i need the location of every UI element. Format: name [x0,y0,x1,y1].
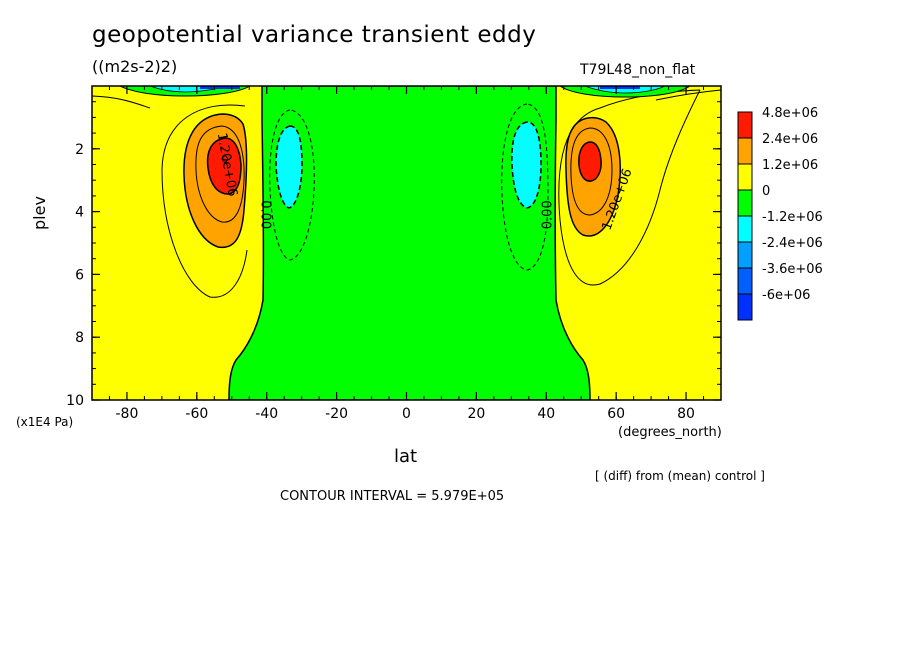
thin-contour-right-outer [558,89,701,286]
x-tick-label: 0 [402,406,411,422]
legend-label: -1.2e+06 [762,210,823,225]
x-tick-label: -40 [255,406,278,422]
right-edge-contour [655,89,721,101]
x-tick-label: -60 [185,406,208,422]
contour-label: 0.00 [258,200,273,229]
right-red-region [578,141,602,182]
x-axis-label: lat [394,446,418,467]
thin-contour-right-inner [570,127,613,216]
x-tick-label: 80 [677,406,695,422]
green-region [228,86,591,400]
left-red-region [206,137,242,195]
legend-label: 4.8e+06 [762,106,818,121]
x-tick-label: -20 [325,406,348,422]
left-cyan-region [275,125,303,209]
x-tick-label: 20 [467,406,485,422]
legend-swatch [737,189,753,217]
right-cyan-region [511,121,542,209]
x-tick-label: 40 [537,406,555,422]
y-axis: 2 4 6 8 10 [66,85,721,409]
diff-note: [ (diff) from (mean) control ] [595,469,765,483]
thin-contour-left-outer [161,104,248,298]
legend-swatch [737,241,753,269]
legend-label: -3.6e+06 [762,262,823,277]
legend-label: -6e+06 [762,288,810,303]
legend-swatch [737,163,753,191]
thin-contour-left-inner [195,125,245,223]
contour-label: 0.00 [540,200,555,229]
y-tick-label: 6 [75,267,84,283]
y-tick-label: 8 [75,330,84,346]
x-tick-label: 60 [607,406,625,422]
y-axis-units: (x1E4 Pa) [16,415,74,429]
y-tick-label: 4 [75,205,84,221]
legend-label: 1.2e+06 [762,158,818,173]
legend-swatch [737,137,753,165]
contour-fill [92,86,721,400]
y-tick-label: 2 [75,142,84,158]
legend-label: 0 [762,184,770,199]
legend-swatch [737,111,753,139]
legend-swatch [737,215,753,243]
legend-label: 2.4e+06 [762,132,818,147]
legend-label: -2.4e+06 [762,236,823,251]
legend: 4.8e+06 2.4e+06 1.2e+06 0 -1.2e+06 -2.4e+06 -3… [737,106,823,321]
top-right-blue [600,86,640,89]
dashed-contour-left [269,109,315,261]
dashed-contour-right [501,103,549,271]
units-label: ((m2s-2)2) [92,57,178,76]
left-edge-contour [92,95,151,109]
legend-swatch [737,267,753,295]
y-tick-label: 10 [66,393,84,409]
x-axis: -80 -60 -40 -20 0 20 40 60 80 [91,86,722,422]
top-left-blue [200,86,240,89]
x-axis-units: (degrees_north) [618,425,722,440]
x-tick-label: -80 [116,406,139,422]
left-max-marker [221,154,229,164]
run-label: T79L48_non_flat [580,62,696,78]
legend-swatch [737,293,753,321]
contour-interval: CONTOUR INTERVAL = 5.979E+05 [280,489,505,504]
chart-title: geopotential variance transient eddy [92,22,537,48]
